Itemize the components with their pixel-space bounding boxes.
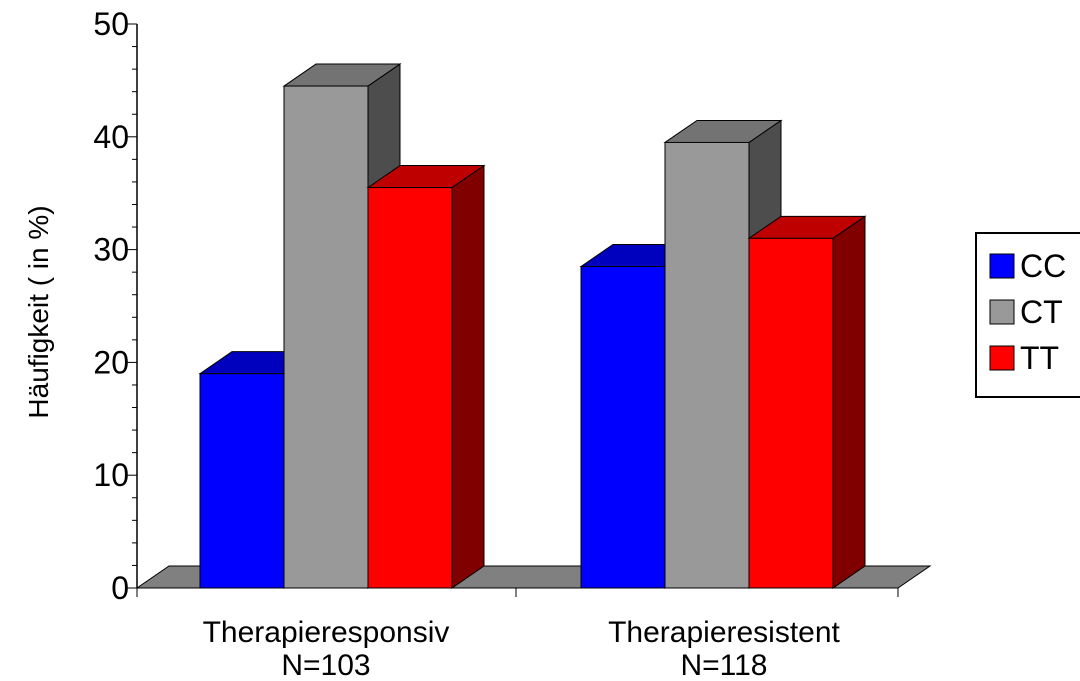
bar-front — [580, 266, 666, 589]
legend-label-cc: CC — [1020, 248, 1066, 284]
legend-swatch-ct — [989, 299, 1015, 325]
y-tick-label: 10 — [93, 457, 129, 493]
bar-front — [664, 141, 750, 589]
y-axis: 0 10 20 30 40 50 — [93, 6, 899, 606]
category-count-label: N=118 — [680, 649, 767, 681]
y-tick-label: 30 — [93, 232, 129, 268]
legend-label-tt: TT — [1020, 340, 1059, 376]
category-count-label: N=103 — [281, 649, 370, 681]
legend-swatch-tt — [989, 345, 1015, 371]
bar-front — [283, 85, 369, 589]
category-label: Therapieresponsiv — [203, 616, 450, 649]
bar-front — [748, 237, 834, 589]
bar-front — [199, 373, 285, 589]
category-label: Therapieresistent — [608, 616, 840, 649]
y-tick-label: 50 — [93, 6, 129, 42]
bars — [198, 63, 867, 589]
y-tick-label: 40 — [93, 119, 129, 155]
y-tick-label: 0 — [111, 570, 129, 606]
bar-side — [451, 164, 485, 589]
y-tick-label: 20 — [93, 344, 129, 380]
legend-swatch-cc — [989, 253, 1015, 279]
bar-front — [367, 187, 453, 589]
bar-side — [832, 215, 866, 589]
bar-tt-group1 — [366, 164, 486, 589]
bar-tt-group2 — [747, 215, 867, 589]
legend: CC CT TT — [975, 232, 1080, 398]
y-axis-label: Häufigkeit ( in %) — [23, 205, 54, 418]
legend-label-ct: CT — [1020, 294, 1063, 330]
